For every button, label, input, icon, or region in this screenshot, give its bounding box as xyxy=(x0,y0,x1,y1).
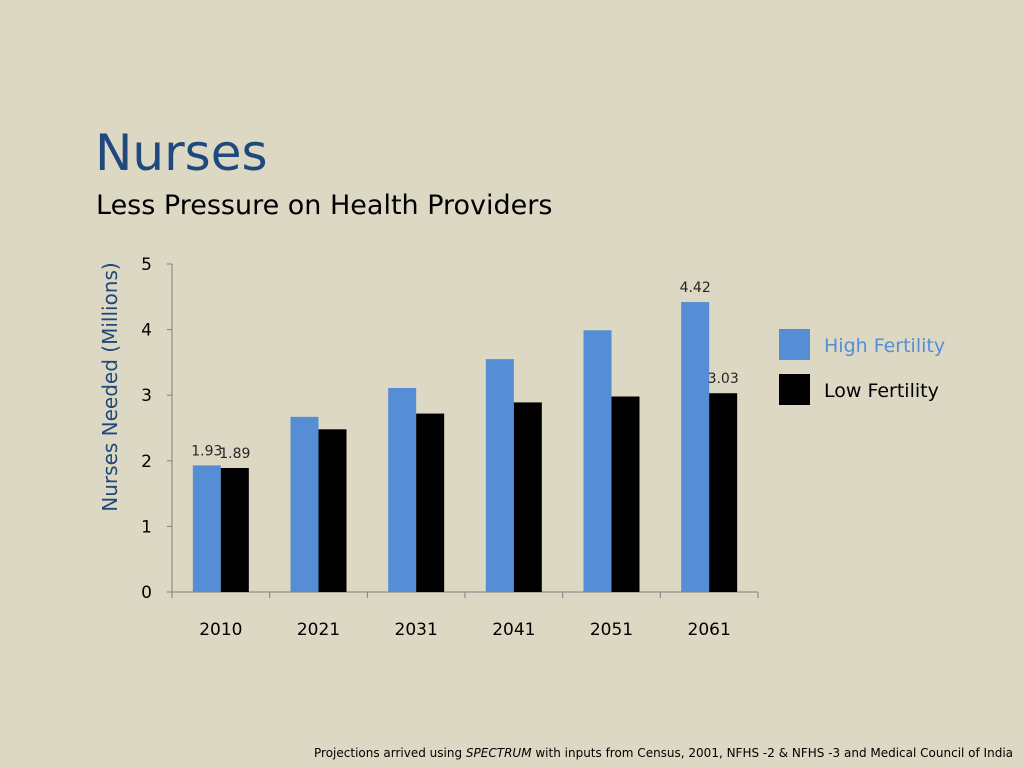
data-label: 1.93 xyxy=(191,443,222,459)
legend-label-high-fertility: High Fertility xyxy=(824,335,945,357)
data-label: 3.03 xyxy=(708,371,739,387)
bar-high-fertility xyxy=(583,330,612,592)
y-axis-title: Nurses Needed (Millions) xyxy=(98,262,122,511)
slide-title: Nurses xyxy=(95,124,268,182)
bar-high-fertility xyxy=(485,359,514,592)
y-tick-label: 4 xyxy=(141,321,152,341)
legend-swatch-high-fertility xyxy=(779,329,810,360)
bar-low-fertility xyxy=(611,396,640,592)
legend-swatch-low-fertility xyxy=(779,374,810,405)
bar-high-fertility xyxy=(290,416,319,592)
y-tick-label: 2 xyxy=(141,452,152,472)
bar-high-fertility xyxy=(388,387,417,592)
y-tick-label: 5 xyxy=(141,255,152,275)
bar-low-fertility xyxy=(220,468,249,592)
data-label: 4.42 xyxy=(680,280,711,296)
y-tick-label: 3 xyxy=(141,386,152,406)
x-tick-label: 2051 xyxy=(590,620,633,640)
footnote-suffix: with inputs from Census, 2001, NFHS -2 &… xyxy=(531,746,1013,760)
bar-low-fertility xyxy=(416,413,445,592)
x-tick-label: 2041 xyxy=(492,620,535,640)
bar-low-fertility xyxy=(709,393,738,592)
y-tick-label: 0 xyxy=(141,583,152,603)
y-tick-label: 1 xyxy=(141,517,152,537)
x-tick-label: 2010 xyxy=(199,620,242,640)
slide-subtitle: Less Pressure on Health Providers xyxy=(96,190,553,221)
data-label: 1.89 xyxy=(219,446,250,462)
bar-low-fertility xyxy=(513,402,542,592)
x-tick-label: 2031 xyxy=(395,620,438,640)
bar-high-fertility xyxy=(192,465,221,592)
x-tick-label: 2021 xyxy=(297,620,340,640)
footnote: Projections arrived using SPECTRUM with … xyxy=(314,746,1013,760)
bar-high-fertility xyxy=(681,302,710,592)
x-tick-label: 2061 xyxy=(688,620,731,640)
footnote-emphasis: SPECTRUM xyxy=(465,746,532,760)
bar-low-fertility xyxy=(318,429,347,592)
legend-label-low-fertility: Low Fertility xyxy=(824,380,939,402)
footnote-prefix: Projections arrived using xyxy=(314,746,466,760)
